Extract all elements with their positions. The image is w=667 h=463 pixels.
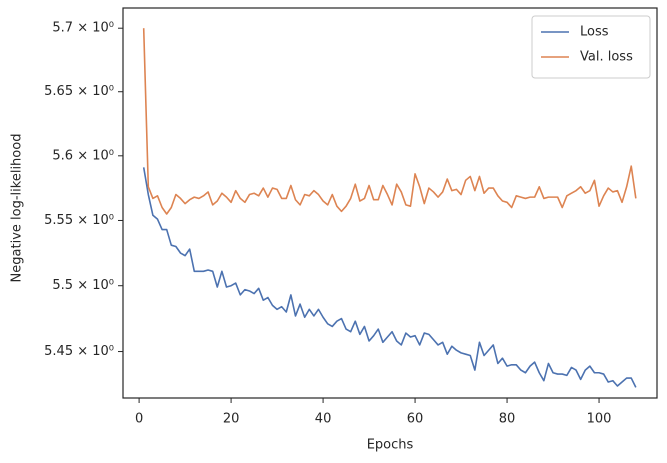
x-tick-label: 40 [315,412,332,427]
x-tick-label: 100 [587,412,612,427]
x-tick-label: 0 [135,412,143,427]
y-axis-label: Negative log-likelihood [10,134,25,283]
legend-label: Val. loss [580,50,633,65]
x-tick-label: 80 [499,412,516,427]
y-tick-label: 5.5 × 10⁰ [52,278,114,293]
series-line [142,28,637,215]
x-tick-label: 20 [223,412,240,427]
legend-label: Loss [580,25,609,40]
x-tick-label: 60 [407,412,424,427]
plot-frame [122,7,658,399]
y-tick-label: 5.7 × 10⁰ [52,21,114,36]
y-tick-label: 5.6 × 10⁰ [52,148,114,163]
y-tick-label: 5.45 × 10⁰ [44,344,114,359]
x-axis-label: Epochs [367,438,414,453]
y-tick-label: 5.55 × 10⁰ [44,213,114,228]
y-tick-label: 5.65 × 10⁰ [44,84,114,99]
series-line [142,167,637,388]
